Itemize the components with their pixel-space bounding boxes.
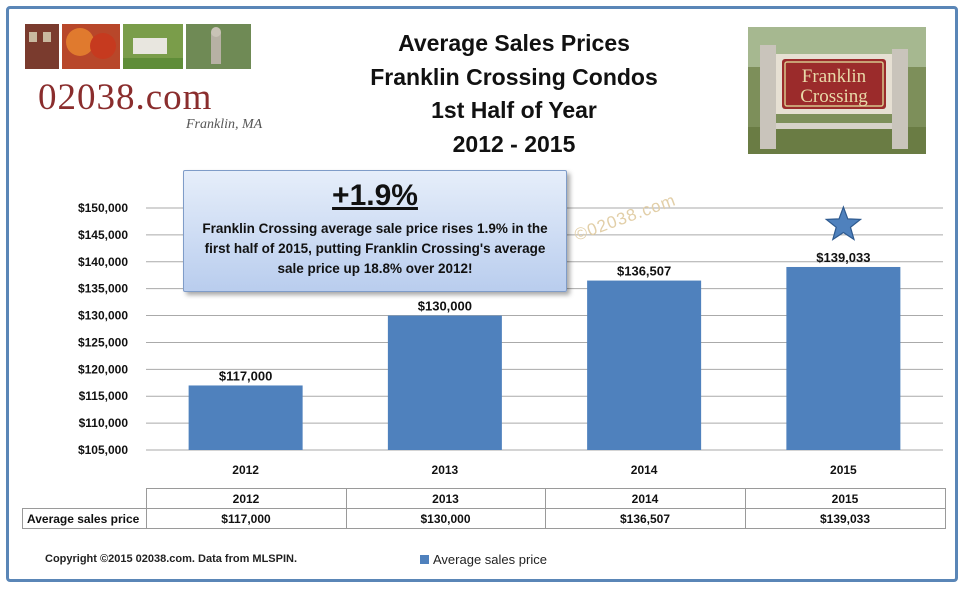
x-axis-ticks: 2012 2013 2014 2015: [232, 463, 857, 477]
y-tick-label: $125,000: [78, 335, 128, 349]
table-header-row: 2012 2013 2014 2015: [22, 488, 946, 509]
sign-text-line-1: Franklin: [802, 66, 867, 87]
x-tick-label: 2012: [232, 463, 259, 477]
bar: [188, 385, 303, 450]
y-tick-label: $140,000: [78, 255, 128, 269]
table-cell: $130,000: [345, 508, 546, 529]
table-header-cell: 2015: [744, 488, 946, 509]
data-label: $117,000: [219, 368, 273, 383]
franklin-crossing-sign-photo: Franklin Crossing: [748, 27, 926, 154]
data-label: $136,507: [617, 264, 671, 279]
bars: [188, 266, 901, 450]
star-icon: [824, 205, 863, 241]
y-tick-label: $150,000: [78, 201, 128, 215]
copyright-text: Copyright ©2015 02038.com. Data from MLS…: [45, 553, 298, 565]
y-axis-ticks: $105,000 $110,000 $115,000 $120,000 $125,000…: [78, 201, 128, 457]
table-cell: $139,033: [744, 508, 946, 529]
legend-swatch: [420, 555, 429, 564]
y-tick-label: $135,000: [78, 282, 128, 296]
sign-text-line-2: Crossing: [800, 86, 868, 107]
logo-text[interactable]: 02038.com: [38, 77, 213, 118]
y-tick-label: $115,000: [79, 389, 129, 403]
data-label: $139,033: [816, 250, 870, 265]
callout-text: Franklin Crossing average sale price ris…: [202, 221, 548, 276]
x-tick-label: 2014: [631, 463, 658, 477]
logo-subtext: Franklin, MA: [186, 117, 263, 132]
table-header-cell: 2014: [544, 488, 746, 509]
y-tick-label: $110,000: [79, 416, 129, 430]
chart-title: Average Sales Prices Franklin Crossing C…: [340, 27, 688, 161]
bar: [786, 266, 901, 450]
chart-title-line-3: 1st Half of Year: [431, 97, 597, 123]
callout-box: +1.9% Franklin Crossing average sale pri…: [183, 170, 567, 292]
bar: [387, 315, 502, 450]
bar: [587, 280, 702, 450]
photo-brick-building: [25, 24, 59, 69]
y-tick-label: $105,000: [78, 443, 128, 457]
legend-label: Average sales price: [433, 552, 547, 567]
x-tick-label: 2013: [432, 463, 459, 477]
table-row-label: Average sales price: [22, 508, 147, 529]
data-labels: $117,000 $130,000 $136,507 $139,033: [219, 250, 871, 383]
table-corner-cell: [22, 488, 147, 509]
x-tick-label: 2015: [830, 463, 857, 477]
callout-headline: +1.9%: [332, 179, 418, 212]
y-tick-label: $130,000: [78, 309, 128, 323]
data-label: $130,000: [418, 299, 472, 314]
table-header-cell: 2013: [345, 488, 546, 509]
chart-title-line-1: Average Sales Prices: [398, 30, 630, 56]
data-table: 2012 2013 2014 2015 Average sales price …: [22, 488, 946, 529]
table-cell: $136,507: [544, 508, 746, 529]
y-tick-label: $145,000: [78, 228, 128, 242]
table-cell: $117,000: [145, 508, 347, 529]
chart-title-line-2: Franklin Crossing Condos: [370, 63, 658, 90]
chart-title-line-4: 2012 - 2015: [452, 130, 576, 157]
legend: Average sales price: [420, 552, 547, 567]
logo-photo-strip: [25, 24, 251, 69]
table-header-cell: 2012: [145, 488, 347, 509]
table-row: Average sales price $117,000 $130,000 $1…: [22, 508, 946, 529]
y-tick-label: $120,000: [78, 362, 128, 376]
